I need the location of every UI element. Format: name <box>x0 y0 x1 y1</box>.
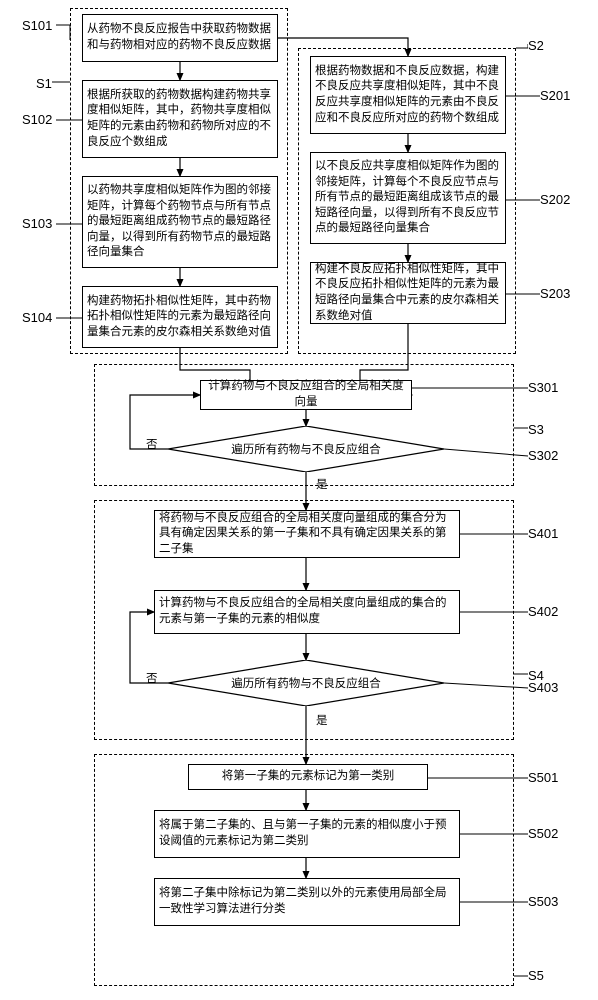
label-s402: S402 <box>528 604 558 619</box>
label-s2: S2 <box>528 38 544 53</box>
diamond-s403-text: 遍历所有药物与不良反应组合 <box>168 675 444 691</box>
box-s103: 以药物共享度相似矩阵作为图的邻接矩阵，计算每个药物节点与所有节点的最短距离组成药… <box>82 176 278 268</box>
label-s102: S102 <box>22 112 52 127</box>
label-s1: S1 <box>36 76 52 91</box>
label-s403: S403 <box>528 680 558 695</box>
label-yes-302: 是 <box>316 476 328 492</box>
label-s5: S5 <box>528 968 544 983</box>
label-s501: S501 <box>528 770 558 785</box>
label-s401: S401 <box>528 526 558 541</box>
box-s401: 将药物与不良反应组合的全局相关度向量组成的集合分为具有确定因果关系的第一子集和不… <box>154 510 460 558</box>
box-s501: 将第一子集的元素标记为第一类别 <box>188 764 428 790</box>
box-s201: 根据药物数据和不良反应数据，构建不良反应共享度相似矩阵，其中不良反应共享度相似矩… <box>310 56 506 134</box>
label-yes-403: 是 <box>316 712 328 728</box>
box-s503: 将第二子集中除标记为第二类别以外的元素使用局部全局一致性学习算法进行分类 <box>154 878 460 926</box>
box-s301: 计算药物与不良反应组合的全局相关度向量 <box>200 380 412 410</box>
label-s302: S302 <box>528 448 558 463</box>
box-s101: 从药物不良反应报告中获取药物数据和与药物相对应的药物不良反应数据 <box>82 14 278 62</box>
box-s102: 根据所获取的药物数据构建药物共享度相似矩阵，其中，药物共享度相似矩阵的元素由药物… <box>82 80 278 158</box>
label-no-403: 否 <box>146 670 158 686</box>
diamond-s302: 遍历所有药物与不良反应组合 <box>168 426 444 472</box>
label-s203: S203 <box>540 286 570 301</box>
label-s103: S103 <box>22 216 52 231</box>
box-s104: 构建药物拓扑相似性矩阵，其中药物拓扑相似性矩阵的元素为最短路径向量集合元素的皮尔… <box>82 286 278 348</box>
label-s503: S503 <box>528 894 558 909</box>
label-s3: S3 <box>528 422 544 437</box>
label-s104: S104 <box>22 310 52 325</box>
label-s301: S301 <box>528 380 558 395</box>
label-s101: S101 <box>22 18 52 33</box>
label-s502: S502 <box>528 826 558 841</box>
label-s201: S201 <box>540 88 570 103</box>
label-s202: S202 <box>540 192 570 207</box>
label-no-302: 否 <box>146 436 158 452</box>
diamond-s302-text: 遍历所有药物与不良反应组合 <box>168 441 444 457</box>
box-s202: 以不良反应共享度相似矩阵作为图的邻接矩阵，计算每个不良反应节点与所有节点的最短距… <box>310 152 506 244</box>
box-s402: 计算药物与不良反应组合的全局相关度向量组成的集合的元素与第一子集的元素的相似度 <box>154 590 460 634</box>
box-s203: 构建不良反应拓扑相似性矩阵，其中不良反应拓扑相似性矩阵的元素为最短路径向量集合中… <box>310 262 506 324</box>
box-s502: 将属于第二子集的、且与第一子集的元素的相似度小于预设阈值的元素标记为第二类别 <box>154 810 460 858</box>
diamond-s403: 遍历所有药物与不良反应组合 <box>168 660 444 706</box>
